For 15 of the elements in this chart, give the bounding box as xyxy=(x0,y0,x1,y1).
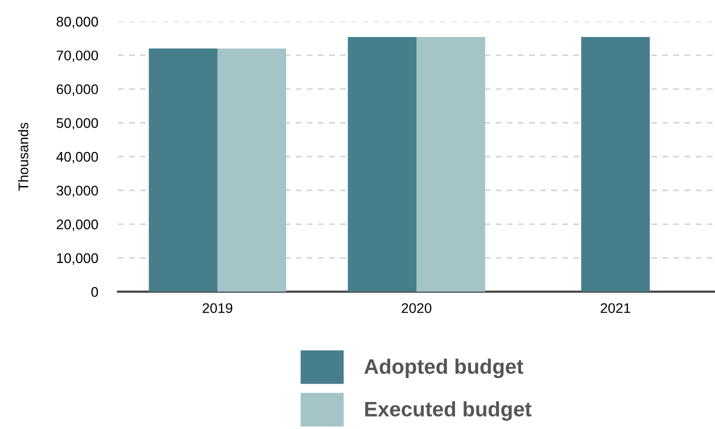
y-tick-label: 80,000 xyxy=(56,16,98,28)
y-tick-label: 10,000 xyxy=(57,253,98,265)
legend-label: Executed budget xyxy=(365,401,532,421)
y-axis-title: Thousands xyxy=(18,122,28,191)
y-tick-label: 0 xyxy=(91,287,98,297)
y-tick-label: 20,000 xyxy=(56,219,98,231)
y-tick-label: 30,000 xyxy=(56,186,98,198)
x-tick-label: 2020 xyxy=(402,303,432,314)
x-tick-label: 2019 xyxy=(202,303,232,314)
y-tick-label: 50,000 xyxy=(56,118,98,130)
y-tick-label: 40,000 xyxy=(56,152,98,164)
legend-label: Adopted budget xyxy=(364,358,524,378)
x-tick-label: 2021 xyxy=(600,303,630,314)
y-tick-label: 60,000 xyxy=(56,84,98,96)
y-tick-label: 70,000 xyxy=(56,50,98,62)
